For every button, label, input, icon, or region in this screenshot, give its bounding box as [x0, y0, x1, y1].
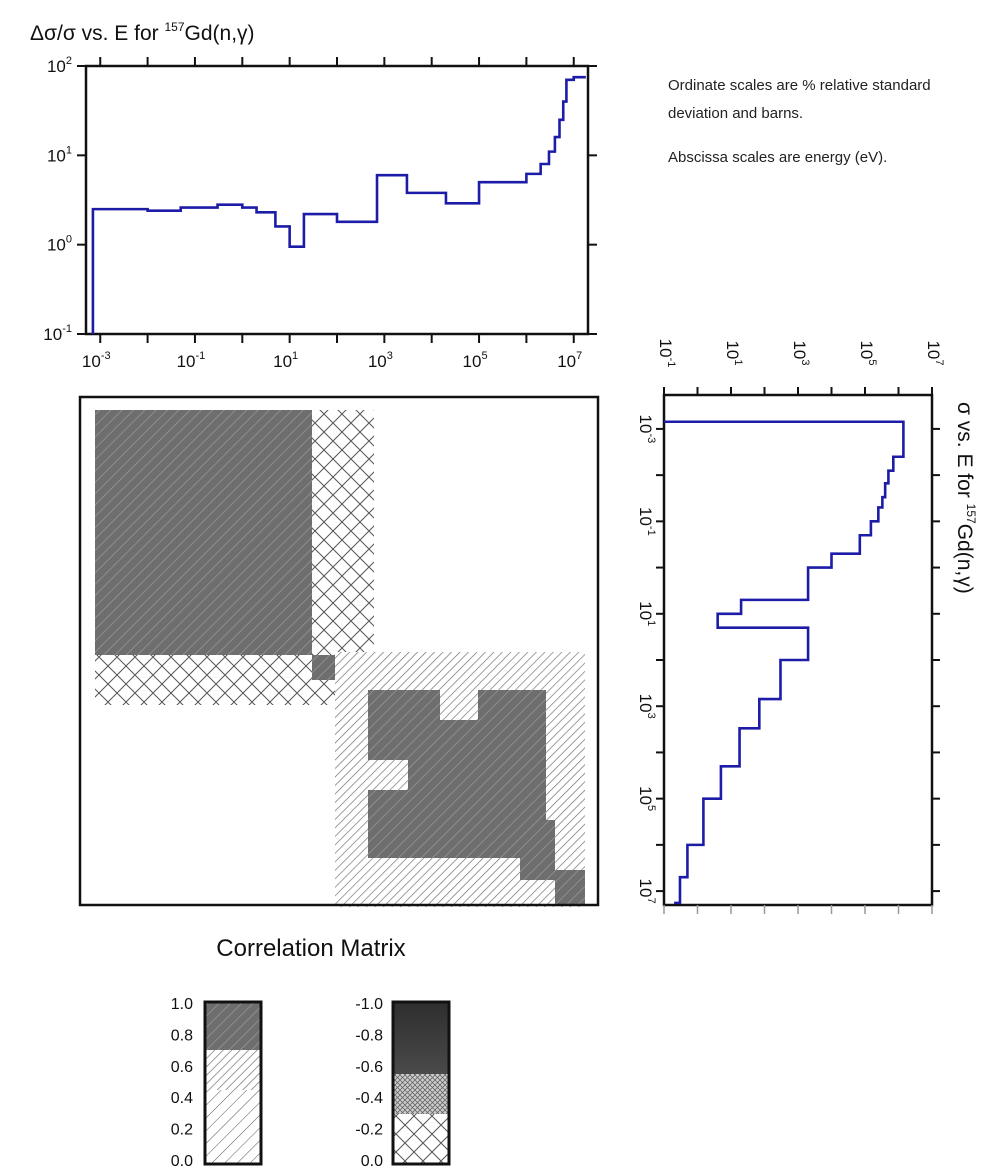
- matrix-block-notch: [440, 690, 478, 720]
- matrix-block-neg-col: [312, 410, 374, 690]
- note-ordinate: Ordinate scales are % relative standard …: [668, 77, 931, 122]
- y-tick-label: 100: [47, 234, 72, 255]
- energy-tick-label: 10-3: [636, 415, 657, 444]
- y-tick-label: 102: [47, 55, 72, 76]
- x-tick-label: 103: [368, 350, 393, 371]
- energy-tick-label: 103: [636, 694, 657, 719]
- value-tick-label: 103: [790, 340, 811, 365]
- value-tick-label: 10-1: [656, 339, 677, 368]
- correlation-matrix: Correlation Matrix: [78, 395, 600, 962]
- scale-positive-label: 1.0: [171, 996, 193, 1013]
- x-tick-label: 101: [273, 350, 298, 371]
- cross-section-series: [664, 420, 905, 905]
- y-tick-label: 10-1: [43, 323, 72, 344]
- cross-section-step-line: [664, 420, 905, 905]
- x-tick-label: 10-3: [82, 350, 111, 371]
- uncertainty-step-line: [91, 75, 586, 334]
- correlation-matrix-title: Correlation Matrix: [216, 935, 405, 962]
- scale-negative-label: -1.0: [355, 996, 383, 1013]
- value-tick-label: 107: [924, 340, 945, 365]
- energy-tick-label: 101: [636, 601, 657, 626]
- scale-positive: 1.0 0.8 0.6 0.4 0.2 0.0: [171, 996, 263, 1170]
- scale-positive-label: 0.4: [171, 1090, 193, 1107]
- scale-negative-label: -0.6: [355, 1059, 383, 1076]
- cross-section-plot-title: σ vs. E for 157Gd(n,γ): [953, 402, 978, 594]
- uncertainty-plot-title: Δσ/σ vs. E for 157Gd(n,γ): [30, 20, 255, 45]
- scale-positive-label: 0.8: [171, 1027, 193, 1044]
- scale-negative-label: -0.8: [355, 1027, 383, 1044]
- x-tick-label: 105: [463, 350, 488, 371]
- scale-positive-box: [203, 1000, 263, 1166]
- note-abscissa: Abscissa scales are energy (eV).: [668, 149, 888, 166]
- scale-positive-label: 0.0: [171, 1153, 193, 1170]
- scale-positive-label: 0.6: [171, 1059, 193, 1076]
- matrix-block-notch: [368, 760, 408, 790]
- energy-tick-label: 107: [636, 879, 657, 904]
- cross-section-plot: 10-3 10-1 101 103 105 107 10-1 101 103 105 107 σ v…: [636, 339, 978, 914]
- scale-negative-label: -0.4: [355, 1090, 383, 1107]
- scale-negative-box: [391, 1000, 451, 1166]
- uncertainty-series: [91, 75, 586, 334]
- matrix-block-cell: [312, 655, 337, 680]
- scale-legend: 1.0 0.8 0.6 0.4 0.2 0.0 -1.0 -0.8 -0.6 -0.4 -0.2 0…: [171, 996, 451, 1170]
- axis-notes: Ordinate scales are % relative standard …: [668, 72, 993, 188]
- scale-negative: -1.0 -0.8 -0.6 -0.4 -0.2 0.0: [355, 996, 451, 1170]
- x-tick-label: 10-1: [177, 350, 206, 371]
- scale-negative-label: -0.2: [355, 1122, 383, 1139]
- x-tick-label: 107: [557, 350, 582, 371]
- energy-tick-label: 10-1: [636, 507, 657, 536]
- uncertainty-plot: Δσ/σ vs. E for 157Gd(n,γ) 10-3 10-1 101 103…: [30, 20, 597, 371]
- value-tick-label: 101: [723, 340, 744, 365]
- matrix-block-cell: [555, 870, 585, 905]
- matrix-block-low: [95, 410, 312, 655]
- matrix-block-cell: [520, 820, 555, 880]
- energy-tick-label: 105: [636, 786, 657, 811]
- uncertainty-plot-axes: 10-3 10-1 101 103 105 107 10-1 100 101 102: [43, 55, 597, 371]
- scale-negative-label: 0.0: [361, 1153, 383, 1170]
- value-tick-label: 105: [857, 340, 878, 365]
- uncertainty-plot-frame: [84, 64, 590, 336]
- y-tick-label: 101: [47, 144, 72, 165]
- correlation-matrix-frame: [78, 395, 600, 907]
- scale-positive-label: 0.2: [171, 1122, 193, 1139]
- cross-section-plot-axes: 10-3 10-1 101 103 105 107 10-1 101 103 105 107: [636, 339, 945, 914]
